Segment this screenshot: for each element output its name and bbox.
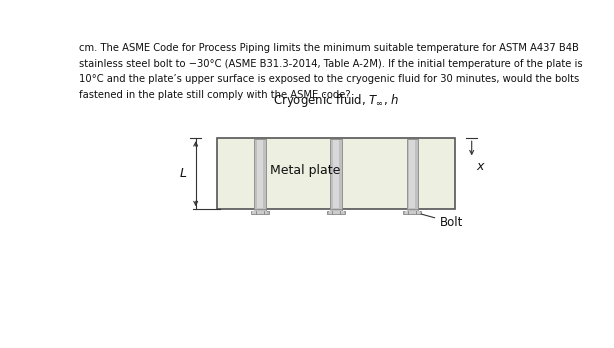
Bar (330, 209, 342, 211)
Bar (333, 140, 339, 208)
Text: stainless steel bolt to −30°C (ASME B31.3-2014, Table A-2M). If the initial temp: stainless steel bolt to −30°C (ASME B31.… (79, 59, 583, 69)
Bar (406, 209, 418, 211)
Text: 10°C and the plate’s upper surface is exposed to the cryogenic fluid for 30 minu: 10°C and the plate’s upper surface is ex… (79, 74, 580, 84)
Bar (254, 139, 266, 209)
Text: x: x (476, 160, 484, 173)
Bar (327, 211, 345, 214)
Bar (217, 138, 455, 209)
Bar (403, 211, 421, 214)
Bar (406, 139, 418, 209)
Bar (410, 140, 415, 208)
Bar (405, 211, 420, 214)
Bar (410, 141, 415, 210)
Text: fastened in the plate still comply with the ASME code?: fastened in the plate still comply with … (79, 90, 351, 100)
Bar (257, 141, 263, 210)
Bar (406, 140, 418, 211)
Text: Bolt: Bolt (421, 214, 464, 229)
Bar (330, 140, 342, 211)
Bar (254, 140, 266, 211)
Bar (251, 211, 269, 214)
Bar (330, 139, 342, 209)
Bar (257, 140, 263, 208)
Bar (254, 209, 266, 211)
Text: L: L (180, 167, 187, 180)
Text: Cryogenic fluid, $T_{\infty}$, $h$: Cryogenic fluid, $T_{\infty}$, $h$ (273, 92, 399, 109)
Bar (328, 211, 344, 214)
Bar (333, 141, 339, 210)
Bar (252, 211, 268, 214)
Text: cm. The ASME Code for Process Piping limits the minimum suitable temperature for: cm. The ASME Code for Process Piping lim… (79, 43, 579, 53)
Text: Metal plate: Metal plate (270, 164, 340, 177)
